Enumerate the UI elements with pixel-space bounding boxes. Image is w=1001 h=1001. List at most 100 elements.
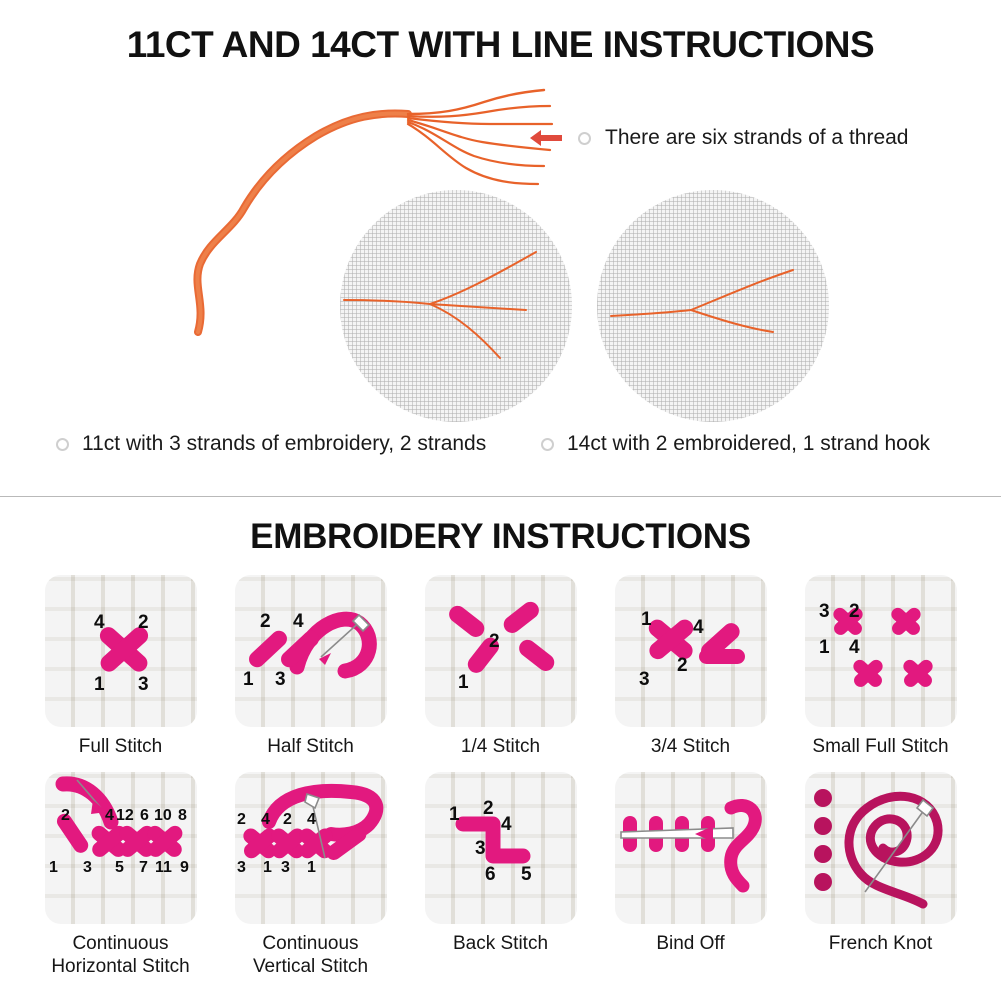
stitch-tile-continuous-horizontal: 2 4 12 6 10 8 1 3 5 7 11 9 [44, 772, 197, 925]
stitch-number: 9 [180, 859, 189, 876]
stitch-cell-frenchknot: French Knot [797, 772, 965, 978]
caption-11ct: 11ct with 3 strands of embroidery, 2 str… [56, 432, 486, 456]
stitch-number: 3 [138, 674, 149, 695]
stitch-number: 11 [155, 859, 172, 876]
stitch-label-smallfull: Small Full Stitch [812, 736, 949, 757]
stitch-number: 4 [105, 807, 114, 824]
bullet-ring-icon [56, 437, 69, 451]
stitch-number: 10 [154, 807, 172, 824]
stitch-number: 6 [485, 864, 496, 885]
stitch-row-2: 2 4 12 6 10 8 1 3 5 7 11 9 [0, 772, 1001, 978]
stitch-number: 2 [489, 631, 500, 652]
stitch-tile-bindoff [614, 772, 767, 925]
stitch-cell-threequarter: 1 4 2 3 3/4 Stitch [607, 575, 775, 758]
stitch-number: 4 [693, 617, 704, 638]
section-title: EMBROIDERY INSTRUCTIONS [250, 517, 751, 556]
stitch-number: 1 [243, 669, 254, 690]
stitch-number: 2 [61, 807, 70, 824]
six-strands-note: There are six strands of a thread [528, 126, 909, 150]
stitch-label-continuous-vertical: Continuous Vertical Stitch [252, 933, 369, 977]
stitch-tile-quarter: 2 1 [424, 575, 577, 727]
needle-icon [303, 793, 326, 859]
stitch-tile-threequarter: 1 4 2 3 [614, 575, 767, 727]
stitch-cell-quarter: 2 1 1/4 Stitch [417, 575, 585, 758]
stitch-number: 3 [281, 859, 290, 876]
stitch-number: 1 [458, 672, 469, 693]
knot-dots [813, 789, 832, 892]
stitch-number: 3 [639, 669, 650, 690]
stitch-number: 3 [475, 838, 486, 859]
stitch-number: 2 [237, 811, 246, 828]
needle-icon [619, 826, 734, 843]
stitch-number: 8 [178, 807, 187, 824]
caption-14ct-text: 14ct with 2 embroidered, 1 strand hook [567, 432, 931, 455]
stitch-number: 2 [849, 601, 860, 622]
aida-11ct-closeup [340, 190, 572, 422]
stitch-tile-continuous-vertical: 2 4 2 4 3 1 3 1 [234, 772, 387, 925]
needle-icon [75, 779, 107, 815]
six-strands-text: There are six strands of a thread [605, 126, 909, 149]
stitch-label-back: Back Stitch [452, 933, 549, 955]
stitch-number: 1 [307, 859, 316, 876]
needle-icon [318, 613, 370, 665]
embroidery-section: EMBROIDERY INSTRUCTIONS 4 2 1 [0, 497, 1001, 1001]
stitch-number: 2 [677, 655, 688, 676]
stitch-number: 1 [94, 674, 105, 695]
stitch-number: 6 [140, 807, 149, 824]
stitch-label-quarter: 1/4 Stitch [460, 736, 541, 757]
stitch-label-bindoff: Bind Off [656, 933, 725, 955]
stitch-label-half: Half Stitch [267, 736, 354, 757]
stitch-number: 2 [483, 798, 494, 819]
stitch-number: 5 [115, 859, 124, 876]
stitch-number: 4 [261, 811, 270, 828]
needle-icon [863, 799, 934, 893]
aida-14ct-closeup [597, 190, 829, 422]
stitch-number: 2 [260, 611, 271, 632]
bullet-ring-icon [578, 131, 591, 145]
stitch-number: 2 [283, 811, 292, 828]
stitch-number: 3 [275, 669, 286, 690]
stitch-tile-frenchknot [804, 772, 957, 925]
stitch-number: 1 [819, 637, 830, 658]
stitch-cell-smallfull: 3 2 1 4 Small Full Stitch [797, 575, 965, 758]
thread-section: 11CT AND 14CT WITH LINE INSTRUCTIONS [0, 0, 1001, 497]
section-divider [0, 496, 1001, 497]
stitch-number: 4 [293, 611, 304, 632]
stitch-number: 1 [49, 859, 58, 876]
stitch-label-full: Full Stitch [78, 736, 163, 757]
stitch-number: 1 [449, 804, 460, 825]
caption-14ct: 14ct with 2 embroidered, 1 strand hook [541, 432, 930, 456]
stitch-number: 3 [237, 859, 246, 876]
bullet-ring-icon [541, 437, 554, 451]
stitch-number: 4 [94, 612, 105, 633]
thread-illustration [140, 80, 560, 340]
left-arrow-icon [530, 130, 562, 146]
stitch-number: 4 [307, 811, 316, 828]
stitch-number: 12 [116, 807, 134, 824]
stitch-tile-full: 4 2 1 3 [44, 575, 197, 727]
stitch-cell-continuous-vertical: 2 4 2 4 3 1 3 1 Continuous Vertical Stit… [227, 772, 395, 978]
stitch-number: 3 [83, 859, 92, 876]
stitch-label-continuous-horizontal: Continuous Horizontal Stitch [51, 933, 190, 977]
page-title: 11CT AND 14CT WITH LINE INSTRUCTIONS [126, 24, 875, 65]
stitch-cell-back: 1 2 4 3 6 5 Back Stitch [417, 772, 585, 978]
stitch-number: 1 [263, 859, 272, 876]
stitch-grid: 4 2 1 3 Full Stitch [0, 575, 1001, 978]
stitch-number: 5 [521, 864, 532, 885]
stitch-cell-continuous-horizontal: 2 4 12 6 10 8 1 3 5 7 11 9 [37, 772, 205, 978]
stitch-cell-half: 2 4 1 3 Half Stitch [227, 575, 395, 758]
stitch-number: 7 [139, 859, 148, 876]
stitch-tile-smallfull: 3 2 1 4 [804, 575, 957, 727]
stitch-number: 4 [501, 814, 512, 835]
stitch-number: 1 [641, 609, 652, 630]
stitch-cell-full: 4 2 1 3 Full Stitch [37, 575, 205, 758]
stitch-cell-bindoff: Bind Off [607, 772, 775, 978]
stitch-number: 3 [819, 601, 830, 622]
caption-11ct-text: 11ct with 3 strands of embroidery, 2 str… [82, 432, 487, 455]
stitch-tile-back: 1 2 4 3 6 5 [424, 772, 577, 925]
stitch-label-threequarter: 3/4 Stitch [650, 736, 731, 757]
stitch-row-1: 4 2 1 3 Full Stitch [0, 575, 1001, 758]
stitch-number: 4 [849, 637, 860, 658]
stitch-tile-half: 2 4 1 3 [234, 575, 387, 727]
